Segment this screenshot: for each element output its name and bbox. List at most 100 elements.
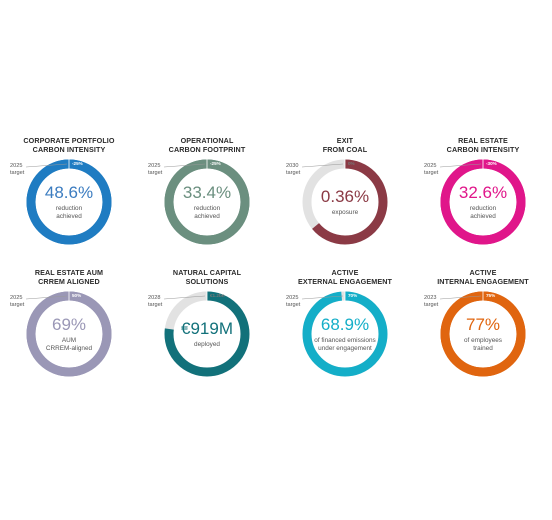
target-label-line: 2028 bbox=[148, 295, 161, 301]
kpi-value: €919M bbox=[181, 319, 233, 339]
kpi-caption-line: deployed bbox=[194, 341, 220, 349]
kpi-card: ACTIVE EXTERNAL ENGAGEMENT 2025 target 70% 68… bbox=[276, 268, 414, 398]
donut-chart bbox=[439, 159, 526, 245]
kpi-card: NATURAL CAPITAL SOLUTIONS 2028 target €1.2bn… bbox=[138, 268, 276, 398]
kpi-caption-line: reduction bbox=[193, 205, 221, 213]
target-label-line: target bbox=[424, 301, 439, 308]
kpi-value: 33.4% bbox=[182, 183, 232, 203]
donut-chart bbox=[163, 159, 250, 245]
kpi-title-line: EXTERNAL ENGAGEMENT bbox=[297, 277, 392, 286]
target-leader-line bbox=[301, 163, 344, 168]
kpi-card: ACTIVE INTERNAL ENGAGEMENT 2023 target 75% 77… bbox=[414, 268, 552, 398]
kpi-caption-line: reduction bbox=[469, 205, 497, 213]
target-value-tag: -25% bbox=[72, 161, 83, 166]
target-label-line: 2025 bbox=[424, 163, 437, 169]
kpi-title-line: ACTIVE bbox=[331, 268, 359, 277]
target-label-line: 2025 bbox=[286, 295, 299, 301]
kpi-caption: reduction achieved bbox=[30, 205, 108, 220]
kpi-value: 0.36% bbox=[320, 187, 370, 207]
kpi-caption: exposure bbox=[306, 209, 384, 217]
target-label-line: target bbox=[286, 169, 301, 176]
kpi-card: EXIT FROM COAL 2030 target 0% 0.36% exposure bbox=[276, 136, 414, 266]
target-leader-line bbox=[301, 295, 344, 300]
kpi-title-line: REAL ESTATE bbox=[458, 136, 508, 145]
kpi-caption-line: CRREM-aligned bbox=[45, 344, 93, 352]
kpi-title-line: CARBON INTENSITY bbox=[446, 145, 520, 154]
kpi-value: 32.6% bbox=[458, 183, 508, 203]
target-label-line: 2025 bbox=[10, 295, 23, 301]
kpi-caption: of financed emissions under engagement bbox=[306, 337, 384, 352]
target-leader-line bbox=[163, 163, 206, 168]
kpi-title-line: CRREM ALIGNED bbox=[38, 277, 100, 286]
target-leader-line bbox=[25, 163, 68, 168]
kpi-card: REAL ESTATE AUM CRREM ALIGNED 2025 target 50… bbox=[0, 268, 138, 398]
kpi-title-line: OPERATIONAL bbox=[180, 136, 234, 145]
kpi-title: ACTIVE INTERNAL ENGAGEMENT bbox=[414, 268, 552, 286]
kpi-caption: of employees trained bbox=[444, 337, 522, 352]
kpi-title-line: CARBON INTENSITY bbox=[32, 145, 106, 154]
kpi-caption-line: achieved bbox=[194, 212, 220, 220]
kpi-caption-line: achieved bbox=[470, 212, 496, 220]
target-label-line: target bbox=[148, 301, 163, 308]
target-label-line: 2023 bbox=[424, 295, 437, 301]
target-label: 2028 target bbox=[148, 295, 162, 308]
kpi-card: REAL ESTATE CARBON INTENSITY 2025 target -30… bbox=[414, 136, 552, 266]
kpi-value: 77% bbox=[465, 315, 501, 335]
target-value-tag: -25% bbox=[210, 161, 221, 166]
kpi-title: REAL ESTATE AUM CRREM ALIGNED bbox=[0, 268, 138, 286]
kpi-title-line: INTERNAL ENGAGEMENT bbox=[437, 277, 529, 286]
kpi-caption: reduction achieved bbox=[168, 205, 246, 220]
target-label: 2025 target bbox=[286, 295, 300, 308]
kpi-value: 48.6% bbox=[44, 183, 94, 203]
kpi-title: CORPORATE PORTFOLIO CARBON INTENSITY bbox=[0, 136, 138, 154]
target-value-tag: -30% bbox=[486, 161, 497, 166]
kpi-title-line: EXIT bbox=[336, 136, 354, 145]
target-label-line: target bbox=[286, 301, 301, 308]
target-label: 2023 target bbox=[424, 295, 438, 308]
target-label: 2025 target bbox=[424, 163, 438, 176]
kpi-value: 68.9% bbox=[320, 315, 370, 335]
kpi-caption: deployed bbox=[168, 341, 246, 349]
target-label-line: 2025 bbox=[10, 163, 23, 169]
target-value-tag: 50% bbox=[72, 293, 82, 298]
kpi-caption-line: achieved bbox=[56, 212, 82, 220]
kpi-caption-line: under engagement bbox=[318, 344, 372, 352]
kpi-caption: AUM CRREM-aligned bbox=[30, 337, 108, 352]
kpi-caption-line: trained bbox=[473, 344, 493, 352]
target-label-line: target bbox=[148, 169, 163, 176]
target-label-line: target bbox=[424, 169, 439, 176]
target-value-tag: 0% bbox=[348, 161, 355, 166]
target-label: 2025 target bbox=[10, 295, 24, 308]
kpi-title: EXIT FROM COAL bbox=[276, 136, 414, 154]
target-label: 2025 target bbox=[148, 163, 162, 176]
donut-chart bbox=[301, 291, 388, 377]
donut-chart bbox=[439, 291, 526, 377]
kpi-title-line: SOLUTIONS bbox=[185, 277, 229, 286]
target-leader-line bbox=[25, 295, 68, 300]
donut-chart bbox=[25, 159, 112, 245]
target-label-line: target bbox=[10, 169, 25, 176]
kpi-value: 69% bbox=[51, 315, 87, 335]
kpi-title-line: REAL ESTATE AUM bbox=[34, 268, 104, 277]
target-value-tag: 75% bbox=[486, 293, 496, 298]
target-leader-line bbox=[439, 163, 482, 168]
target-value-tag: 70% bbox=[348, 293, 358, 298]
kpi-title: REAL ESTATE CARBON INTENSITY bbox=[414, 136, 552, 154]
kpi-caption-line: exposure bbox=[331, 209, 359, 217]
donut-chart bbox=[25, 291, 112, 377]
kpi-title-line: CARBON FOOTPRINT bbox=[168, 145, 246, 154]
kpi-caption-line: of financed emissions bbox=[314, 337, 376, 345]
kpi-title-line: CORPORATE PORTFOLIO bbox=[23, 136, 115, 145]
target-value-tag: €1.2bn bbox=[210, 293, 225, 298]
target-leader-line bbox=[439, 295, 482, 300]
target-label-line: 2025 bbox=[148, 163, 161, 169]
kpi-card: OPERATIONAL CARBON FOOTPRINT 2025 target -25… bbox=[138, 136, 276, 266]
target-leader-line bbox=[163, 295, 206, 300]
kpi-caption-line: of employees bbox=[463, 337, 502, 345]
kpi-title: ACTIVE EXTERNAL ENGAGEMENT bbox=[276, 268, 414, 286]
kpi-title: NATURAL CAPITAL SOLUTIONS bbox=[138, 268, 276, 286]
target-label: 2030 target bbox=[286, 163, 300, 176]
kpi-title-line: FROM COAL bbox=[322, 145, 368, 154]
kpi-title: OPERATIONAL CARBON FOOTPRINT bbox=[138, 136, 276, 154]
kpi-title-line: ACTIVE bbox=[469, 268, 497, 277]
